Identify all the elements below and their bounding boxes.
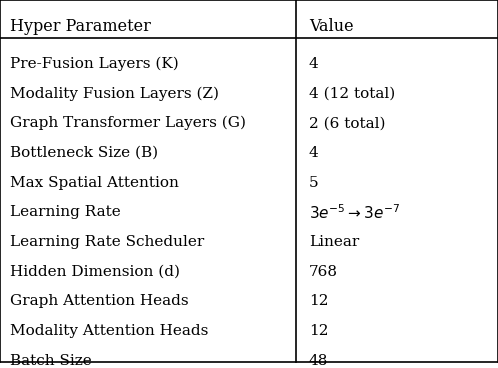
Text: Value: Value (309, 18, 354, 35)
Text: Batch Size: Batch Size (10, 354, 92, 368)
Text: 12: 12 (309, 324, 328, 338)
Text: Hyper Parameter: Hyper Parameter (10, 18, 151, 35)
Text: Bottleneck Size (B): Bottleneck Size (B) (10, 146, 158, 160)
Text: Hidden Dimension (d): Hidden Dimension (d) (10, 265, 180, 279)
Text: Pre-Fusion Layers (K): Pre-Fusion Layers (K) (10, 57, 179, 71)
Text: 4 (12 total): 4 (12 total) (309, 86, 395, 100)
Text: Linear: Linear (309, 235, 359, 249)
Text: 5: 5 (309, 176, 318, 190)
Text: Learning Rate: Learning Rate (10, 205, 121, 219)
Text: Max Spatial Attention: Max Spatial Attention (10, 176, 179, 190)
Text: 4: 4 (309, 146, 319, 160)
Text: Graph Attention Heads: Graph Attention Heads (10, 294, 189, 308)
Text: 48: 48 (309, 354, 328, 368)
Text: Modality Attention Heads: Modality Attention Heads (10, 324, 208, 338)
Text: 12: 12 (309, 294, 328, 308)
Text: 768: 768 (309, 265, 338, 279)
Text: 2 (6 total): 2 (6 total) (309, 116, 385, 130)
Text: Modality Fusion Layers (Z): Modality Fusion Layers (Z) (10, 86, 219, 101)
Text: Learning Rate Scheduler: Learning Rate Scheduler (10, 235, 204, 249)
Text: 4: 4 (309, 57, 319, 71)
Text: Graph Transformer Layers (G): Graph Transformer Layers (G) (10, 116, 246, 130)
Text: $3e^{-5} \rightarrow 3e^{-7}$: $3e^{-5} \rightarrow 3e^{-7}$ (309, 203, 400, 222)
